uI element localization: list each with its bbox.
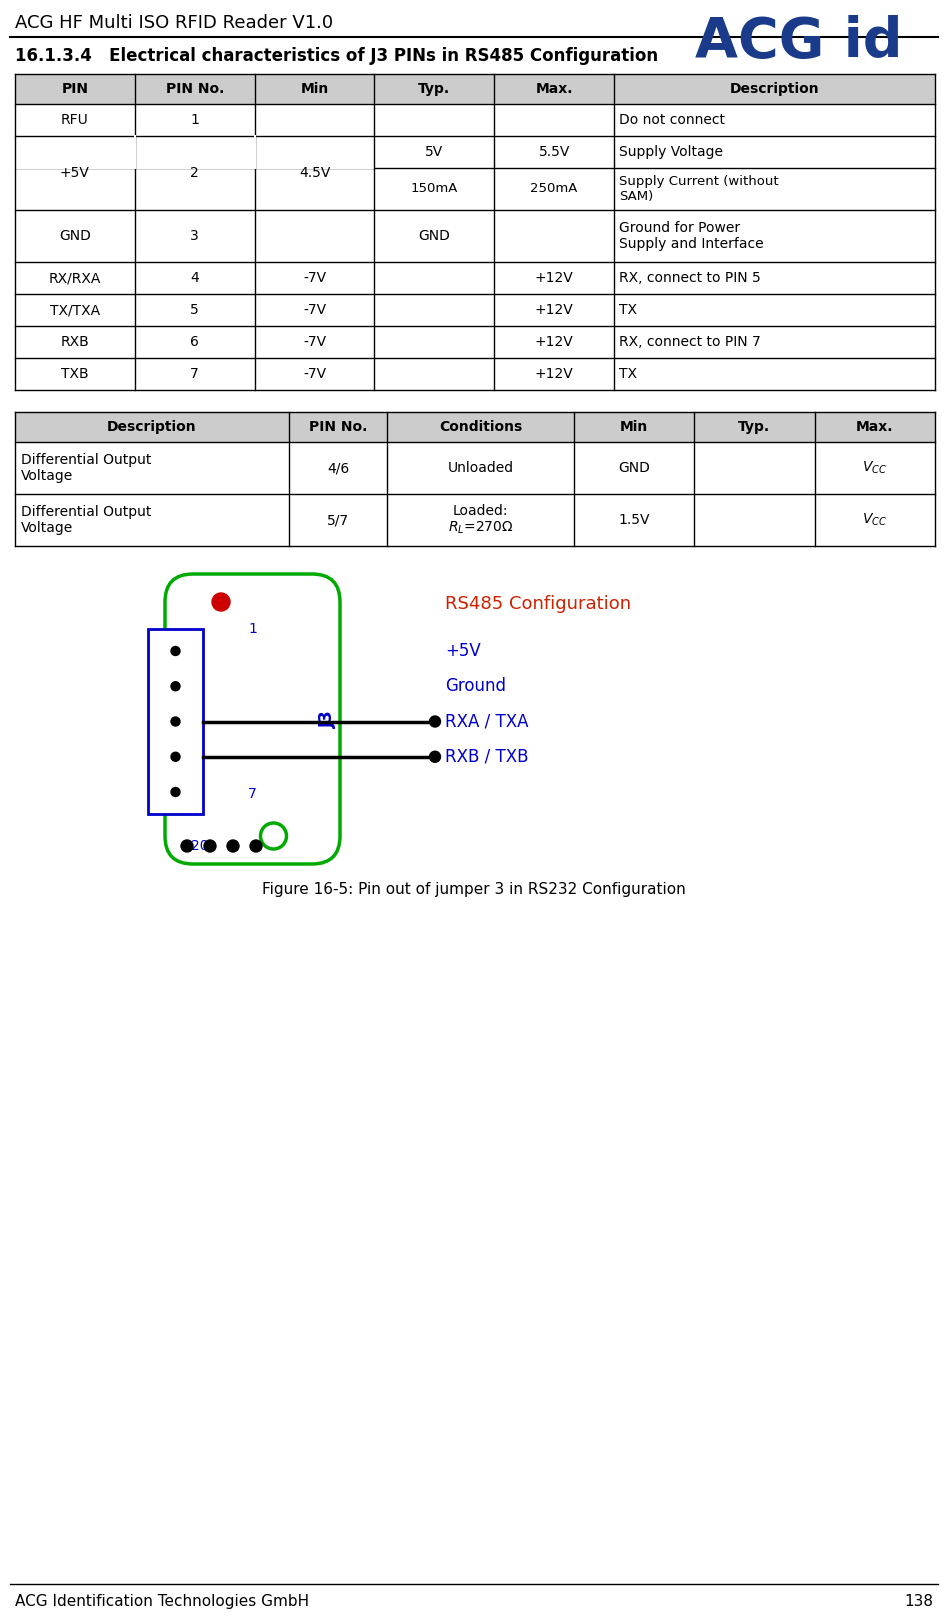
Text: RX, connect to PIN 7: RX, connect to PIN 7	[619, 336, 761, 349]
Text: +5V: +5V	[445, 642, 481, 660]
Text: RX, connect to PIN 5: RX, connect to PIN 5	[619, 271, 761, 285]
Text: Supply Voltage: Supply Voltage	[619, 144, 723, 159]
Text: 5V: 5V	[426, 144, 444, 159]
Text: 2: 2	[191, 165, 199, 180]
Text: PIN: PIN	[62, 83, 88, 96]
FancyBboxPatch shape	[165, 574, 340, 865]
Text: 1: 1	[248, 621, 257, 636]
Text: ACG Identification Technologies GmbH: ACG Identification Technologies GmbH	[15, 1594, 309, 1609]
Text: Min: Min	[620, 420, 647, 435]
Bar	[15, 412, 935, 443]
Text: RXA / TXA: RXA / TXA	[445, 712, 528, 730]
Text: $V_{CC}$: $V_{CC}$	[863, 513, 887, 529]
Text: Do not connect: Do not connect	[619, 114, 725, 127]
Text: GND: GND	[418, 229, 450, 243]
Text: 150mA: 150mA	[410, 183, 458, 196]
Text: Differential Output
Voltage: Differential Output Voltage	[21, 453, 152, 483]
Text: TX: TX	[619, 303, 637, 316]
Text: $V_{CC}$: $V_{CC}$	[863, 459, 887, 477]
Text: TXB: TXB	[61, 367, 89, 381]
Text: 1.5V: 1.5V	[618, 513, 649, 527]
Circle shape	[171, 753, 180, 761]
Circle shape	[250, 840, 262, 852]
Text: RX/RXA: RX/RXA	[48, 271, 101, 285]
Text: Typ.: Typ.	[738, 420, 771, 435]
Text: RXB / TXB: RXB / TXB	[445, 748, 528, 766]
Circle shape	[171, 788, 180, 796]
Text: GND: GND	[618, 461, 649, 475]
Text: 7: 7	[191, 367, 199, 381]
Circle shape	[171, 717, 180, 727]
Text: Ground for Power
Supply and Interface: Ground for Power Supply and Interface	[619, 221, 764, 251]
Text: Typ.: Typ.	[418, 83, 450, 96]
Text: 20: 20	[191, 839, 209, 853]
Bar	[148, 629, 203, 814]
Text: 250mA: 250mA	[531, 183, 578, 196]
Text: 1: 1	[191, 114, 199, 127]
Text: Conditions: Conditions	[439, 420, 522, 435]
Text: 16.1.3.4   Electrical characteristics of J3 PINs in RS485 Configuration: 16.1.3.4 Electrical characteristics of J…	[15, 47, 658, 65]
Text: Unloaded: Unloaded	[447, 461, 514, 475]
Text: Supply Current (without
SAM): Supply Current (without SAM)	[619, 175, 778, 203]
Text: TX/TXA: TX/TXA	[50, 303, 100, 316]
Text: +5V: +5V	[60, 165, 90, 180]
Text: +12V: +12V	[535, 271, 574, 285]
Text: RS485 Configuration: RS485 Configuration	[445, 595, 631, 613]
Text: +12V: +12V	[535, 367, 574, 381]
Text: -7V: -7V	[303, 271, 326, 285]
Text: 5: 5	[191, 303, 199, 316]
Text: RFU: RFU	[61, 114, 89, 127]
Text: 5.5V: 5.5V	[538, 144, 570, 159]
Text: Min: Min	[301, 83, 329, 96]
Circle shape	[171, 681, 180, 691]
Text: 3: 3	[191, 229, 199, 243]
Text: Max.: Max.	[536, 83, 573, 96]
Text: Ground: Ground	[445, 678, 506, 696]
Circle shape	[181, 840, 193, 852]
Circle shape	[227, 840, 239, 852]
Circle shape	[429, 751, 441, 762]
Text: ACG HF Multi ISO RFID Reader V1.0: ACG HF Multi ISO RFID Reader V1.0	[15, 15, 333, 32]
Circle shape	[204, 840, 216, 852]
Text: -7V: -7V	[303, 303, 326, 316]
Text: Description: Description	[730, 83, 819, 96]
Circle shape	[171, 647, 180, 655]
Text: 5/7: 5/7	[327, 513, 349, 527]
Text: 7: 7	[248, 787, 257, 801]
Circle shape	[429, 715, 441, 727]
Text: Differential Output
Voltage: Differential Output Voltage	[21, 504, 152, 535]
Text: 138: 138	[904, 1594, 933, 1609]
Text: RXB: RXB	[61, 336, 89, 349]
Text: TX: TX	[619, 367, 637, 381]
Text: ACG id: ACG id	[695, 15, 902, 70]
Text: -7V: -7V	[303, 367, 326, 381]
Bar	[15, 75, 935, 104]
Circle shape	[212, 594, 230, 611]
Text: J3: J3	[319, 710, 337, 728]
Text: PIN No.: PIN No.	[309, 420, 367, 435]
Text: GND: GND	[59, 229, 91, 243]
Text: Max.: Max.	[856, 420, 894, 435]
Text: +12V: +12V	[535, 303, 574, 316]
Text: +12V: +12V	[535, 336, 574, 349]
Text: Loaded:
$R_L$=270Ω: Loaded: $R_L$=270Ω	[447, 503, 513, 537]
Text: Description: Description	[107, 420, 197, 435]
Text: -7V: -7V	[303, 336, 326, 349]
Text: 4/6: 4/6	[327, 461, 349, 475]
Text: Figure 16-5: Pin out of jumper 3 in RS232 Configuration: Figure 16-5: Pin out of jumper 3 in RS23…	[263, 882, 685, 897]
Text: PIN No.: PIN No.	[166, 83, 224, 96]
Text: 4: 4	[191, 271, 199, 285]
Text: 4.5V: 4.5V	[299, 165, 330, 180]
Text: 6: 6	[191, 336, 199, 349]
